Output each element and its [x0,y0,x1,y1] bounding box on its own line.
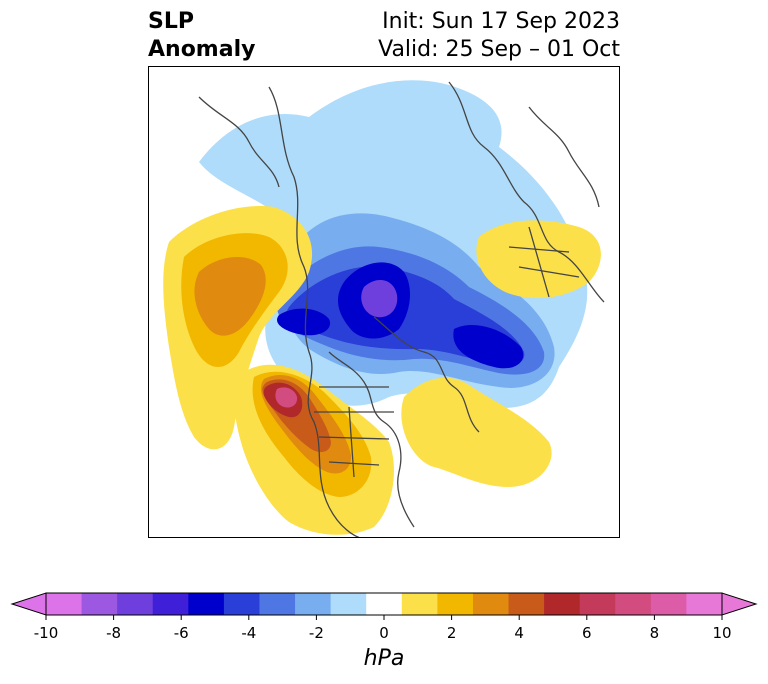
anomaly-map [148,66,620,538]
colorbar-tick-label: -2 [308,624,324,642]
colorbar-segment [366,593,403,615]
colorbar-tick-label: 10 [712,624,732,642]
colorbar-tick-labels: -10 -8 -6 -4 -2 0 2 4 6 8 10 [0,624,768,644]
map-svg [163,80,605,537]
colorbar-under-extension [10,592,47,616]
colorbar-segment [223,593,260,615]
colorbar-tick-label: 6 [582,624,592,642]
map-title: SLP Anomaly [148,8,255,64]
anomaly-region-blue-5 [453,325,524,369]
colorbar-tick-label: -6 [173,624,189,642]
title-line2: Anomaly [148,37,256,62]
colorbar-segment [152,593,189,615]
colorbar-segment [686,593,723,615]
colorbar-svg [10,592,758,620]
anomaly-region-blue-6 [277,308,331,336]
title-line1: SLP [148,9,194,34]
anomaly-region-yellow-atlantic [401,377,552,487]
colorbar-tick-label: -10 [33,624,59,642]
colorbar-segment [472,593,510,615]
colorbar-over-extension [721,592,758,616]
coastlines [198,81,605,537]
colorbar-segment [650,593,687,615]
anomaly-region-pink-america [275,387,298,408]
colorbar-segment [81,593,118,615]
colorbar-tick-label: -4 [241,624,257,642]
colorbar-segment [437,593,474,615]
colorbar-unit: hPa [363,646,405,671]
anomaly-region-darkorange-pacific [194,256,266,336]
colorbar-segment [544,593,581,615]
colorbar-segment [401,593,438,615]
colorbar-segment [188,593,225,615]
colorbar-segment [259,593,296,615]
colorbar [0,585,768,625]
colorbar-segment [117,593,154,615]
colorbar-tick-label: 4 [514,624,524,642]
colorbar-segment [295,593,332,615]
colorbar-tick-label: 0 [379,624,389,642]
init-date: Init: Sun 17 Sep 2023 [382,9,620,34]
anomaly-region-purple [361,280,398,318]
colorbar-segment [330,593,367,615]
colorbar-tick-label: 2 [446,624,457,642]
colorbar-segment [579,593,616,615]
valid-range: Valid: 25 Sep – 01 Oct [378,37,620,62]
colorbar-tick-label: 8 [649,624,660,642]
colorbar-segment [46,593,83,615]
colorbar-tick-label: -8 [106,624,122,642]
colorbar-segment [615,593,652,615]
colorbar-segment [508,593,545,615]
date-info: Init: Sun 17 Sep 2023 Valid: 25 Sep – 01… [378,8,620,64]
